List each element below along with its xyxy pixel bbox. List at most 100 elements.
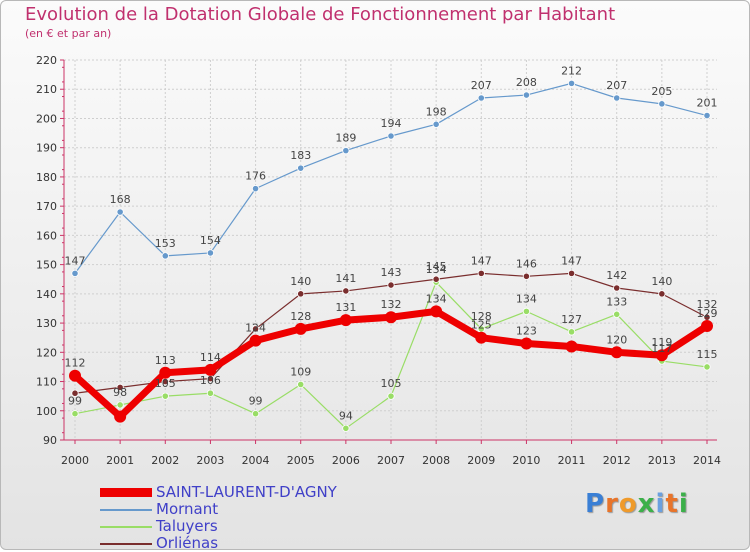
data-point: [703, 111, 711, 120]
data-label: 198: [426, 105, 447, 118]
data-label: 147: [65, 254, 86, 267]
data-label: 145: [426, 260, 447, 273]
data-point: [249, 334, 262, 347]
data-point: [385, 311, 397, 324]
legend-label: SAINT-LAURENT-D'AGNY: [156, 483, 337, 501]
data-point: [159, 366, 172, 379]
data-point: [655, 349, 668, 362]
data-label: 168: [110, 193, 131, 206]
x-tick-label: 2002: [151, 454, 179, 467]
data-point: [520, 337, 533, 350]
data-point: [703, 363, 711, 371]
data-point: [522, 272, 531, 280]
data-label: 134: [516, 292, 537, 305]
y-tick-label: 190: [36, 142, 57, 155]
x-tick-label: 2012: [603, 454, 631, 467]
x-tick-label: 2000: [61, 454, 89, 467]
data-label: 207: [606, 79, 627, 92]
legend-label: Mornant: [156, 500, 219, 518]
data-label: 119: [651, 336, 672, 349]
data-label: 205: [651, 85, 672, 98]
data-label: 94: [339, 409, 353, 422]
data-point: [567, 328, 576, 336]
y-tick-label: 120: [36, 346, 57, 359]
brand-letter: i: [678, 489, 689, 519]
data-label: 153: [155, 237, 176, 250]
data-label: 115: [697, 348, 718, 361]
data-point: [658, 290, 666, 298]
brand-letter: r: [605, 489, 619, 519]
x-tick-label: 2010: [512, 454, 540, 467]
data-label: 194: [381, 117, 402, 130]
data-point: [387, 392, 395, 400]
data-label: 117: [651, 342, 672, 355]
data-point: [475, 331, 488, 344]
data-label: 176: [245, 170, 266, 183]
data-point: [251, 325, 260, 333]
legend-swatch: [100, 543, 152, 545]
data-label: 132: [381, 298, 402, 311]
data-point: [116, 401, 124, 409]
data-label: 120: [606, 333, 627, 346]
data-point: [251, 185, 260, 193]
data-point: [204, 363, 217, 376]
data-point: [565, 340, 578, 353]
data-point: [294, 322, 307, 335]
proxiti-logo: Proxiti: [585, 489, 689, 519]
data-point: [297, 290, 305, 298]
data-label: 113: [155, 354, 176, 367]
data-point: [71, 410, 79, 418]
data-label: 129: [697, 307, 718, 320]
data-point: [522, 91, 531, 99]
data-label: 105: [155, 377, 176, 390]
data-label: 98: [113, 386, 127, 399]
data-label: 134: [426, 263, 447, 276]
data-label: 99: [68, 395, 82, 408]
legend-item-taluyers: Taluyers: [100, 518, 400, 535]
data-label: 132: [697, 298, 718, 311]
data-label: 154: [200, 234, 221, 247]
data-label: 146: [516, 257, 537, 270]
data-point: [567, 79, 576, 87]
legend-swatch: [100, 526, 152, 528]
data-label: 133: [606, 295, 627, 308]
legend-label: Taluyers: [156, 517, 218, 535]
data-label: 140: [651, 275, 672, 288]
y-tick-label: 150: [36, 259, 57, 272]
y-tick-label: 130: [36, 317, 57, 330]
data-label: 140: [290, 275, 311, 288]
data-label: 128: [290, 310, 311, 323]
data-point: [658, 100, 666, 108]
data-point: [430, 305, 443, 318]
data-point: [522, 307, 531, 315]
data-point: [432, 275, 440, 283]
data-label: 123: [516, 325, 537, 338]
y-tick-label: 110: [36, 376, 57, 389]
data-label: 114: [200, 351, 221, 364]
brand-letter: i: [655, 489, 666, 519]
data-point: [116, 383, 124, 391]
brand-letter: t: [665, 489, 679, 519]
data-point: [297, 164, 305, 172]
legend: SAINT-LAURENT-D'AGNY Mornant Taluyers Or…: [100, 484, 400, 552]
x-tick-label: 2006: [332, 454, 360, 467]
data-point: [161, 252, 169, 260]
data-point: [477, 94, 485, 102]
brand-letter: o: [618, 489, 638, 519]
x-tick-label: 2013: [648, 454, 676, 467]
data-label: 109: [290, 365, 311, 378]
data-point: [387, 132, 395, 140]
x-tick-label: 2011: [558, 454, 586, 467]
data-label: 124: [245, 322, 266, 335]
data-point: [71, 389, 79, 397]
legend-item-mornant: Mornant: [100, 501, 400, 518]
data-point: [387, 281, 395, 289]
data-point: [69, 369, 81, 382]
y-tick-label: 140: [36, 288, 57, 301]
legend-swatch: [100, 488, 152, 497]
legend-item-orlienas: Orliénas: [100, 535, 400, 552]
data-point: [567, 269, 576, 277]
data-label: 141: [335, 272, 356, 285]
data-label: 143: [381, 266, 402, 279]
